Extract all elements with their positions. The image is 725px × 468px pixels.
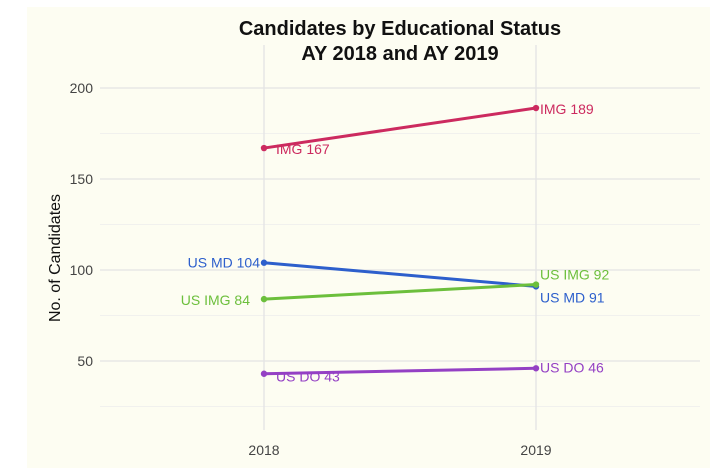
series-line-us-md <box>263 261 537 288</box>
data-point <box>532 365 540 372</box>
data-label: IMG 167 <box>276 141 330 157</box>
chart-subtitle: AY 2018 and AY 2019 <box>301 43 498 65</box>
y-tick-label: 50 <box>77 353 93 369</box>
data-point <box>260 370 268 377</box>
data-label: US DO 46 <box>540 359 604 375</box>
data-label: US DO 43 <box>276 369 340 385</box>
data-point <box>532 104 540 112</box>
x-tick-label: 2018 <box>248 442 279 458</box>
series-line-us-do <box>263 366 537 376</box>
y-tick-label: 150 <box>70 171 94 187</box>
y-tick-label: 100 <box>70 262 94 278</box>
chart-background <box>27 7 710 468</box>
chart-title: Candidates by Educational Status <box>239 18 561 40</box>
series-line-img <box>263 106 537 150</box>
data-point <box>260 295 268 303</box>
data-point <box>532 281 540 288</box>
x-tick-label: 2019 <box>520 442 551 458</box>
data-label: US IMG 92 <box>540 267 609 283</box>
y-axis-label: No. of Candidates <box>47 194 64 322</box>
data-label: IMG 189 <box>540 101 594 117</box>
data-label: US MD 104 <box>188 255 261 271</box>
data-point <box>260 259 268 266</box>
data-label: US MD 91 <box>540 289 605 305</box>
y-tick-label: 200 <box>70 80 94 96</box>
data-point <box>260 144 268 152</box>
series-line-us-img <box>263 283 537 301</box>
data-label: US IMG 84 <box>181 292 250 308</box>
